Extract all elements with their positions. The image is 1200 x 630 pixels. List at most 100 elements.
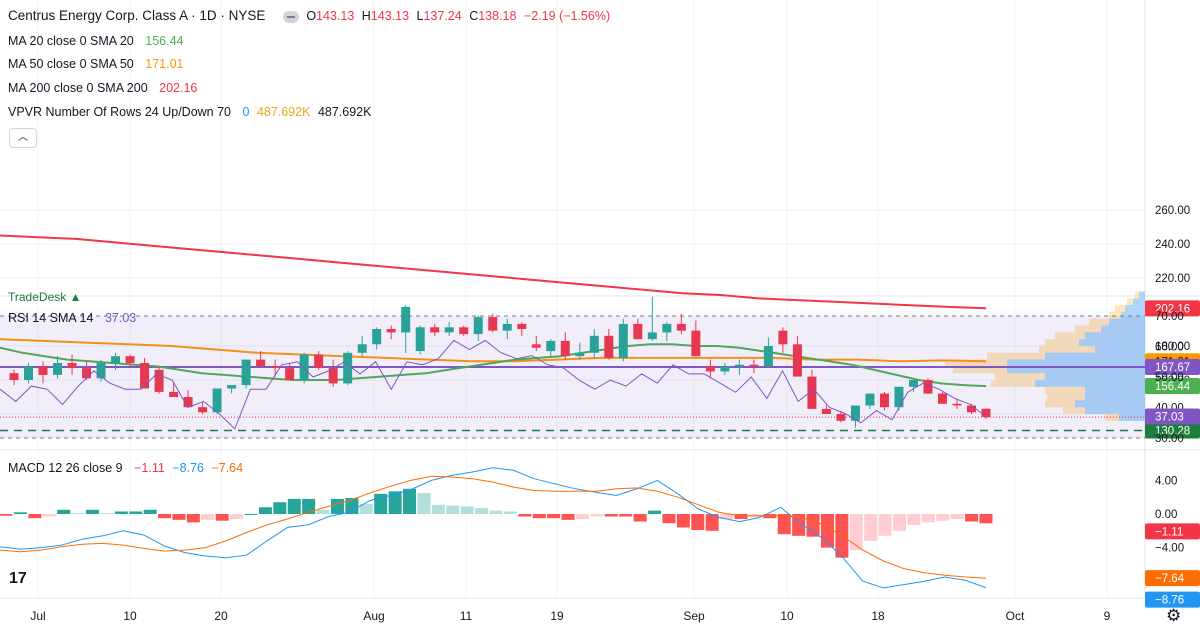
candle-body (357, 344, 367, 353)
candle-body (560, 340, 570, 357)
candle-body (502, 323, 512, 331)
vpvr-down-bar (1079, 339, 1145, 347)
candle-body (183, 397, 193, 408)
candle-body (430, 327, 440, 333)
vpvr-up-bar (1109, 311, 1121, 319)
candle-body (285, 368, 295, 380)
chevron-up-icon[interactable]: ︿ (9, 128, 37, 148)
ma50-legend[interactable]: MA 50 close 0 SMA 50 171.01 (8, 56, 187, 72)
eye-icon[interactable] (282, 10, 299, 23)
macd-histogram-bar (806, 514, 820, 537)
macd-signal-value: −7.64 (211, 461, 244, 475)
macd-legend[interactable]: MACD 12 26 close 9 −1.11 −8.76 −7.64 (8, 460, 247, 476)
vpvr-up-bar (1127, 298, 1133, 306)
rsi-pane[interactable] (0, 315, 1145, 439)
ma200-legend[interactable]: MA 200 close 0 SMA 200 202.16 (8, 80, 201, 96)
candle-body (140, 363, 150, 389)
vpvr-up-bar (1045, 339, 1079, 347)
macd-histogram-bar (114, 511, 128, 514)
symbol-title: Centrus Energy Corp. Class A · 1D · NYSE (8, 8, 266, 23)
rsi-band (0, 316, 1145, 438)
macd-histogram-bar (979, 514, 993, 524)
rsi-tick-label: 30.00 (1155, 433, 1184, 445)
time-tick-label: 19 (550, 609, 564, 623)
macd-histogram-bar (230, 514, 244, 520)
candle-body (792, 344, 802, 377)
macd-histogram-bar (705, 514, 719, 531)
vpvr-down-bar (1085, 386, 1145, 394)
ohlc-values: O143.13 H143.13 L137.24 C138.18 −2.19 (−… (306, 9, 614, 23)
open-value: 143.13 (316, 9, 355, 23)
macd-histogram-bar (734, 514, 748, 520)
line-price-badge-bg (1145, 358, 1200, 375)
rsi-value: 37.03 (104, 311, 137, 325)
rsi-price-badge-bg (1145, 408, 1200, 425)
price-pane[interactable]: TradeDesk ▲ (0, 234, 1145, 432)
macd-histogram-bar (633, 514, 647, 522)
macd-histogram-bar (244, 514, 258, 515)
rsi-label: RSI 14 SMA 14 (8, 311, 94, 325)
ma20-legend[interactable]: MA 20 close 0 SMA 20 156.44 (8, 33, 187, 49)
macd-pane[interactable] (0, 467, 993, 589)
candle-body (531, 344, 541, 348)
vpvr-up-bar (1063, 407, 1085, 415)
vpvr-legend[interactable]: VPVR Number Of Rows 24 Up/Down 70 0 487.… (8, 104, 375, 120)
macd-tick-label: 0.00 (1155, 509, 1177, 521)
time-tick-label: 10 (123, 609, 137, 623)
change-value: −2.19 (−1.56%) (523, 9, 611, 23)
vpvr-up-bar (1105, 413, 1119, 421)
candle-body (705, 366, 715, 372)
macd-histogram-bar (475, 508, 489, 514)
symbol-legend: Centrus Energy Corp. Class A · 1D · NYSE… (8, 8, 618, 24)
candle-body (749, 364, 759, 367)
candle-body (459, 327, 469, 335)
vpvr-down-bar (1121, 311, 1145, 319)
vpvr-up-bar (1115, 305, 1125, 313)
ma200-line (0, 234, 987, 310)
macd-histogram-bar (201, 514, 215, 520)
macd-histogram-bar (864, 514, 878, 541)
time-tick-label: 20 (214, 609, 228, 623)
candle-body (212, 388, 222, 413)
candle-body (734, 364, 744, 367)
settings-gear-icon[interactable]: ⚙ (1166, 606, 1182, 625)
macd-histogram-bar (129, 511, 143, 514)
high-value: 143.13 (370, 9, 410, 23)
close-value: 138.18 (478, 9, 517, 23)
candle-body (807, 376, 817, 409)
rsi-tick-label: 60.00 (1155, 342, 1184, 354)
rsi-legend[interactable]: RSI 14 SMA 14 37.03 (8, 310, 140, 326)
candle-body (908, 380, 918, 387)
macd-histogram-bar (518, 514, 532, 517)
candle-body (676, 323, 686, 331)
macd-histogram-bar (258, 507, 272, 514)
macd-tick-label: 4.00 (1155, 475, 1177, 487)
time-tick-label: Sep (683, 609, 705, 623)
macd-histogram-bar (575, 514, 589, 520)
macd-histogram-bar (431, 504, 445, 514)
candle-body (662, 323, 672, 333)
vpvr-value-0: 0 (242, 105, 250, 119)
vpvr-up-bar (1055, 332, 1085, 340)
candle-body (981, 408, 991, 418)
macd-histogram-bar (590, 514, 604, 517)
candle-body (821, 408, 831, 414)
tradingview-logo-icon[interactable]: 17 (9, 570, 27, 587)
rsi-price-badge: 37.03 (1155, 412, 1184, 424)
macd-histogram-bar (921, 514, 935, 523)
macd-histogram-bar (316, 509, 330, 514)
macd-histogram-bar (561, 514, 575, 520)
candle-body (517, 323, 527, 329)
macd-histogram-bar (13, 512, 27, 514)
candle-body (473, 317, 483, 335)
macd-histogram-bar (273, 502, 287, 514)
macd-histogram-bar (777, 514, 791, 535)
macd-histogram-bar (359, 503, 373, 514)
macd-histogram-bar (143, 509, 157, 514)
macd-histogram-bar (662, 514, 676, 524)
candle-body (96, 363, 106, 379)
ma20-value: 156.44 (145, 34, 184, 48)
macd-histogram-bar (388, 491, 402, 514)
time-tick-label: Jul (30, 609, 45, 623)
